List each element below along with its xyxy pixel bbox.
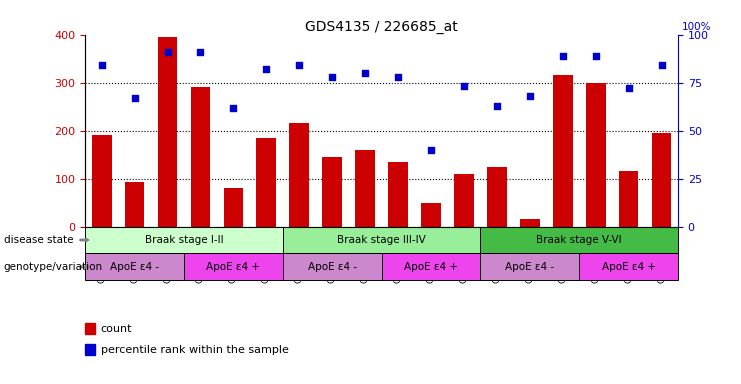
Text: ApoE ε4 +: ApoE ε4 +	[207, 262, 260, 272]
Text: Braak stage III-IV: Braak stage III-IV	[337, 235, 426, 245]
Bar	[256, 138, 276, 227]
Point	[425, 147, 437, 153]
Point	[524, 93, 536, 99]
Bar	[651, 133, 671, 227]
Bar	[480, 227, 678, 253]
Text: 100%: 100%	[682, 22, 711, 32]
Title: GDS4135 / 226685_at: GDS4135 / 226685_at	[305, 20, 458, 33]
Bar	[487, 167, 507, 227]
Text: genotype/variation: genotype/variation	[4, 262, 103, 272]
Point	[227, 104, 239, 111]
Text: Braak stage V-VI: Braak stage V-VI	[536, 235, 622, 245]
Bar	[454, 174, 473, 227]
Point	[359, 70, 371, 76]
Bar	[382, 253, 480, 280]
Point	[556, 53, 568, 59]
Bar	[290, 123, 309, 227]
Point	[622, 85, 634, 91]
Bar	[158, 37, 177, 227]
Point	[195, 49, 207, 55]
Point	[491, 103, 503, 109]
Bar	[421, 203, 441, 227]
Bar	[553, 75, 573, 227]
Point	[458, 83, 470, 89]
Bar	[388, 162, 408, 227]
Text: count: count	[101, 324, 133, 334]
Bar	[124, 182, 144, 227]
Bar	[579, 253, 678, 280]
Point	[656, 62, 668, 68]
Point	[96, 62, 107, 68]
Text: ApoE ε4 +: ApoE ε4 +	[404, 262, 458, 272]
Bar	[85, 227, 283, 253]
Bar	[283, 253, 382, 280]
Point	[129, 95, 141, 101]
Bar	[85, 253, 184, 280]
Point	[162, 49, 173, 55]
Bar	[92, 136, 112, 227]
Point	[293, 62, 305, 68]
Bar	[520, 219, 539, 227]
Text: ApoE ε4 +: ApoE ε4 +	[602, 262, 656, 272]
Point	[326, 74, 338, 80]
Text: ApoE ε4 -: ApoE ε4 -	[505, 262, 554, 272]
Text: percentile rank within the sample: percentile rank within the sample	[101, 345, 289, 355]
Bar	[480, 253, 579, 280]
Text: ApoE ε4 -: ApoE ε4 -	[110, 262, 159, 272]
Text: Braak stage I-II: Braak stage I-II	[144, 235, 223, 245]
Bar	[184, 253, 283, 280]
Point	[590, 53, 602, 59]
Text: disease state: disease state	[4, 235, 73, 245]
Bar	[619, 171, 639, 227]
Bar	[283, 227, 480, 253]
Point	[260, 66, 272, 72]
Bar	[586, 83, 605, 227]
Bar	[190, 88, 210, 227]
Bar	[322, 157, 342, 227]
Point	[392, 74, 404, 80]
Text: ApoE ε4 -: ApoE ε4 -	[308, 262, 356, 272]
Bar	[355, 150, 375, 227]
Bar	[224, 188, 243, 227]
